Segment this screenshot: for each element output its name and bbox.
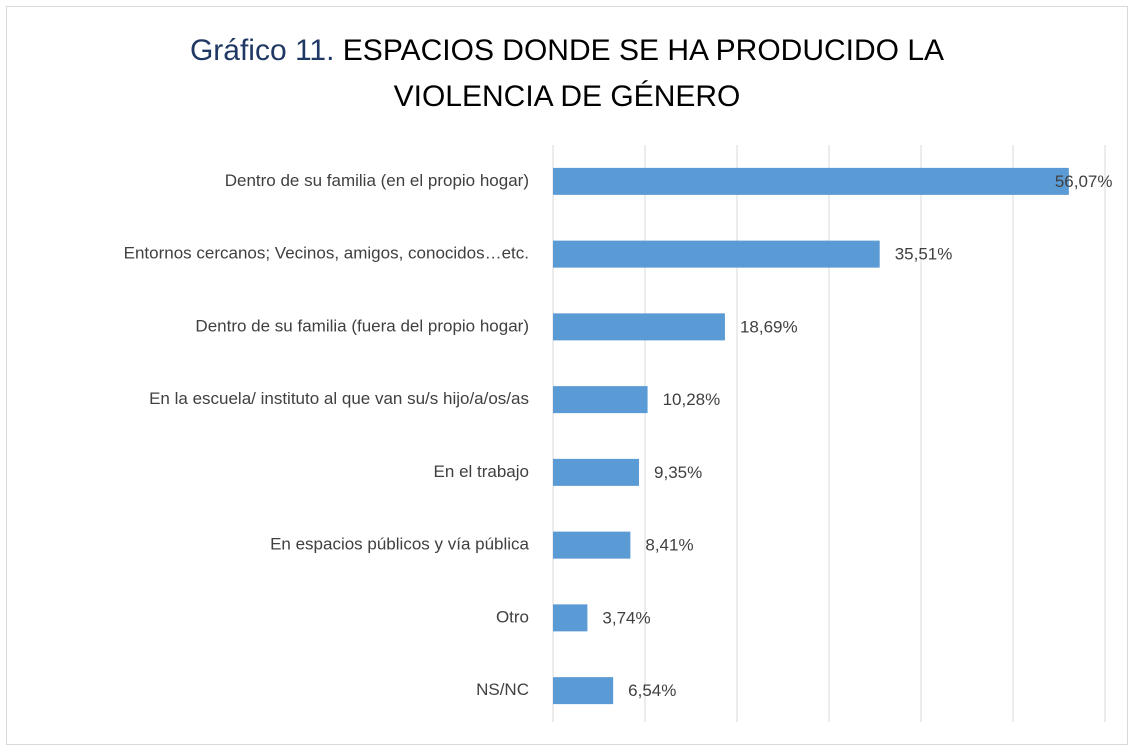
y-tick-label: Dentro de su familia (fuera del propio h… bbox=[195, 316, 529, 335]
bar bbox=[553, 458, 640, 486]
y-tick-label: En la escuela/ instituto al que van su/s… bbox=[149, 389, 529, 408]
frame bbox=[6, 6, 1128, 745]
bar bbox=[553, 386, 648, 414]
bar bbox=[553, 240, 880, 268]
data-label: 8,41% bbox=[645, 536, 693, 555]
data-label: 10,28% bbox=[663, 390, 721, 409]
data-label: 56,07% bbox=[1055, 172, 1113, 191]
y-tick-label: En espacios públicos y vía pública bbox=[270, 535, 529, 554]
data-label: 3,74% bbox=[602, 608, 650, 627]
bar bbox=[553, 313, 725, 341]
data-label: 35,51% bbox=[895, 245, 953, 264]
bar bbox=[553, 677, 614, 705]
y-tick-label: NS/NC bbox=[476, 680, 529, 699]
title-number: Gráfico 11. bbox=[189, 34, 335, 67]
bar bbox=[553, 604, 588, 632]
bar bbox=[553, 531, 631, 559]
y-tick-label: En el trabajo bbox=[434, 462, 529, 481]
y-tick-label: Dentro de su familia (en el propio hogar… bbox=[225, 171, 529, 190]
chart-title: Gráfico 11. ESPACIOS DONDE SE HA PRODUCI… bbox=[167, 28, 967, 120]
data-label: 18,69% bbox=[740, 317, 798, 336]
y-tick-label: Entornos cercanos; Vecinos, amigos, cono… bbox=[124, 244, 529, 263]
data-label: 9,35% bbox=[654, 463, 702, 482]
data-label: 6,54% bbox=[628, 681, 676, 700]
y-tick-label: Otro bbox=[496, 607, 529, 626]
bar bbox=[553, 167, 1069, 195]
title-text: ESPACIOS DONDE SE HA PRODUCIDO LA VIOLEN… bbox=[342, 34, 945, 113]
